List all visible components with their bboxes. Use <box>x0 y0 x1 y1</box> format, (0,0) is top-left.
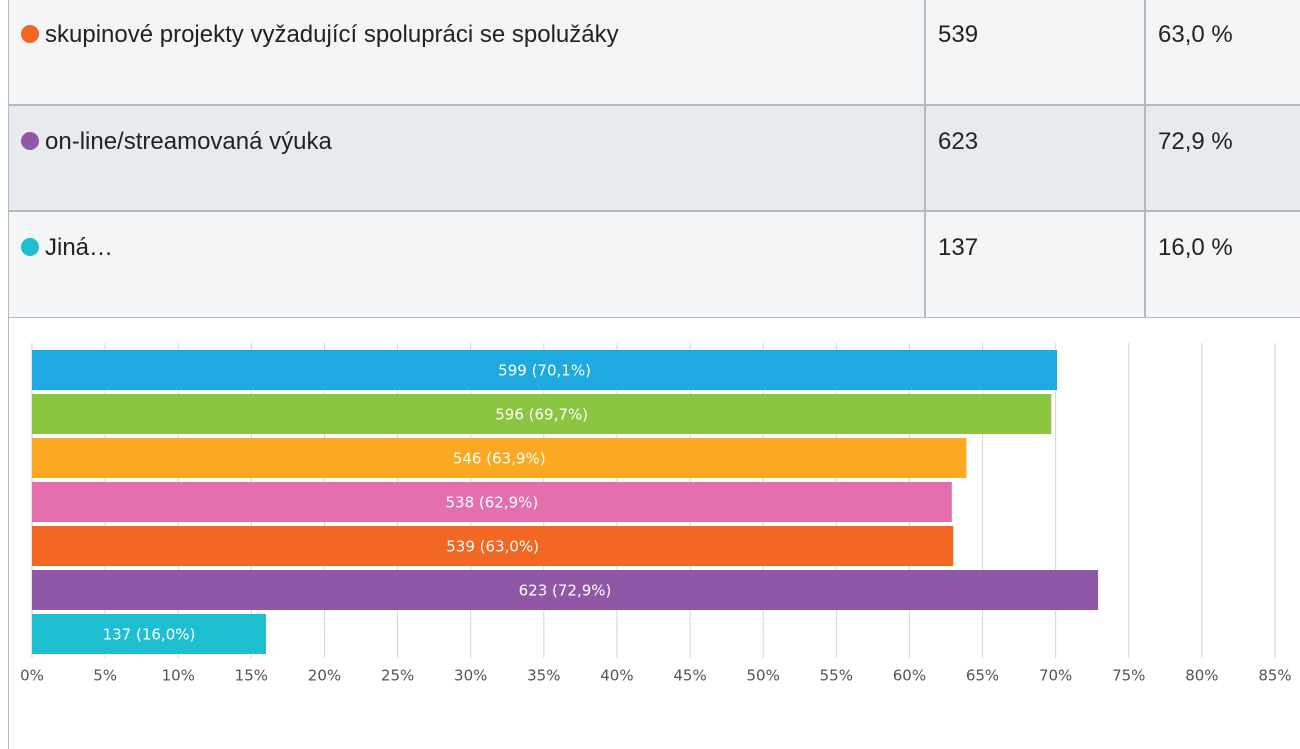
table-cell: 137 <box>925 211 1145 318</box>
bar <box>32 350 1058 390</box>
label-text: skupinové projekty vyžadující spolupráci… <box>45 21 619 48</box>
x-tick-label: 75% <box>1112 667 1145 685</box>
legend-dot <box>21 132 39 150</box>
bar-label: 539 (63,0%) <box>446 538 539 556</box>
label-text: on-line/streamovaná výuka <box>45 128 332 155</box>
x-tick-label: 25% <box>381 667 414 685</box>
x-tick-label: 40% <box>600 667 633 685</box>
bar-label: 596 (69,7%) <box>495 406 588 424</box>
table-cell: 63,0 % <box>1145 0 1300 105</box>
table-cell: 72,9 % <box>1145 105 1300 211</box>
legend-dot <box>21 238 39 256</box>
percent-text: 16,0 % <box>1158 234 1233 261</box>
bar <box>32 482 952 522</box>
x-tick-label: 15% <box>235 667 268 685</box>
label-text: Jiná… <box>45 234 114 261</box>
x-tick-label: 30% <box>454 667 487 685</box>
table-cell: Jiná… <box>8 211 925 318</box>
bar <box>32 570 1099 610</box>
bar-label: 546 (63,9%) <box>453 450 546 468</box>
count-text: 137 <box>938 234 979 261</box>
percent-text: 72,9 % <box>1158 128 1233 155</box>
count-text: 623 <box>938 128 979 155</box>
count-text: 539 <box>938 21 979 48</box>
bar <box>32 394 1052 434</box>
bar-label: 538 (62,9%) <box>446 494 539 512</box>
bar-label: 137 (16,0%) <box>103 626 196 644</box>
x-tick-label: 50% <box>747 667 780 685</box>
table-cell: 623 <box>925 105 1145 211</box>
x-tick-label: 70% <box>1039 667 1072 685</box>
bar <box>32 614 266 654</box>
bar-label: 623 (72,9%) <box>519 582 612 600</box>
x-tick-label: 5% <box>93 667 117 685</box>
table-cell: 539 <box>925 0 1145 105</box>
percent-text: 63,0 % <box>1158 21 1233 48</box>
results-table: skupinové projekty vyžadující spolupráci… <box>0 0 1300 318</box>
chart: 0% 5% 10% 15% 20% 25% 30% 35% 40% 45% 50% 55% 60% 65%… <box>8 318 1292 749</box>
x-tick-label: 55% <box>820 667 853 685</box>
x-tick-label: 80% <box>1185 667 1218 685</box>
table-cell: 16,0 % <box>1145 211 1300 318</box>
x-tick-label: 35% <box>527 667 560 685</box>
x-tick-label: 0% <box>20 667 44 685</box>
bar-label: 599 (70,1%) <box>498 362 591 380</box>
x-tick-label: 85% <box>1258 667 1291 685</box>
legend-dot <box>21 25 39 43</box>
x-tick-label: 65% <box>966 667 999 685</box>
x-tick-label: 60% <box>893 667 926 685</box>
x-tick-label: 45% <box>673 667 706 685</box>
bar <box>32 526 954 566</box>
table-cell: on-line/streamovaná výuka <box>8 105 925 211</box>
bar <box>32 438 967 478</box>
x-tick-label: 20% <box>308 667 341 685</box>
x-tick-label: 10% <box>162 667 195 685</box>
table-cell: skupinové projekty vyžadující spolupráci… <box>8 0 925 105</box>
